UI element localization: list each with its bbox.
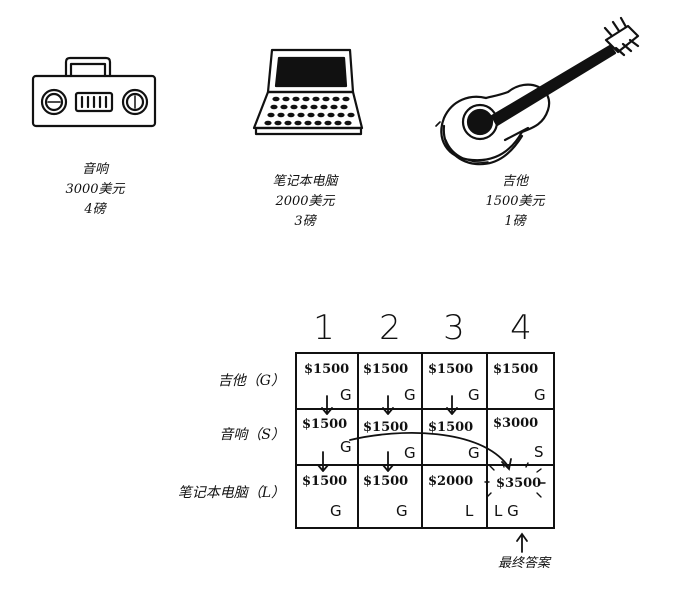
cell-items: G [396,502,408,520]
item-weight: 1磅 [504,214,526,229]
cell-value: $1500 [304,362,350,377]
row-label-stereo: 音响（S） [219,427,285,443]
column-header-2: 2 [379,308,401,348]
cell-value: $1500 [363,420,409,435]
item-price: 1500美元 [485,194,545,209]
final-answer-label: 最终答案 [498,556,551,571]
cell-items: G [404,444,416,462]
final-answer-arrow [516,532,528,553]
column-header-1: 1 [313,308,335,348]
cell-items-final: L G [494,502,519,520]
item-price: 3000美元 [65,182,125,197]
grid-border [295,352,555,529]
item-caption-guitar: 吉他 1500美元 1磅 [460,172,570,232]
cell-value: $1500 [363,474,409,489]
cell-items: G [340,438,352,456]
row-label-laptop: 笔记本电脑（L） [177,485,285,501]
cell-value-final: $3500 [496,476,542,491]
cell-items: G [330,502,342,520]
laptop-icon [252,48,364,136]
cell-value: $1500 [363,362,409,377]
row-label-guitar: 吉他（G） [217,373,285,389]
item-price: 2000美元 [275,194,335,209]
item-caption-boombox: 音响 3000美元 4磅 [40,160,150,220]
cell-value: $1500 [302,474,348,489]
combination-arrow [349,432,512,471]
laptop-keys [264,96,355,126]
boombox-icon [31,56,157,128]
column-header-3: 3 [443,308,465,348]
cell-value: $1500 [428,420,474,435]
cell-items: S [534,443,544,461]
item-name: 吉他 [501,174,528,189]
cell-items: G [468,444,480,462]
cell-items: G [404,386,416,404]
cell-value: $1500 [302,417,348,432]
item-name: 音响 [81,162,108,177]
cell-value: $3000 [493,416,539,431]
column-header-4: 4 [510,308,532,348]
item-weight: 4磅 [84,202,106,217]
highlight-sparkle [484,462,546,498]
cell-items: G [468,386,480,404]
cell-value: $2000 [428,474,474,489]
cell-value: $1500 [428,362,474,377]
guitar-icon [435,16,640,166]
item-caption-laptop: 笔记本电脑 2000美元 3磅 [240,172,370,232]
item-weight: 3磅 [294,214,316,229]
cell-items: G [340,386,352,404]
item-name: 笔记本电脑 [272,174,338,189]
cell-items: L [465,502,474,520]
cell-items: G [534,386,546,404]
cell-value: $1500 [493,362,539,377]
down-arrows [317,395,458,472]
